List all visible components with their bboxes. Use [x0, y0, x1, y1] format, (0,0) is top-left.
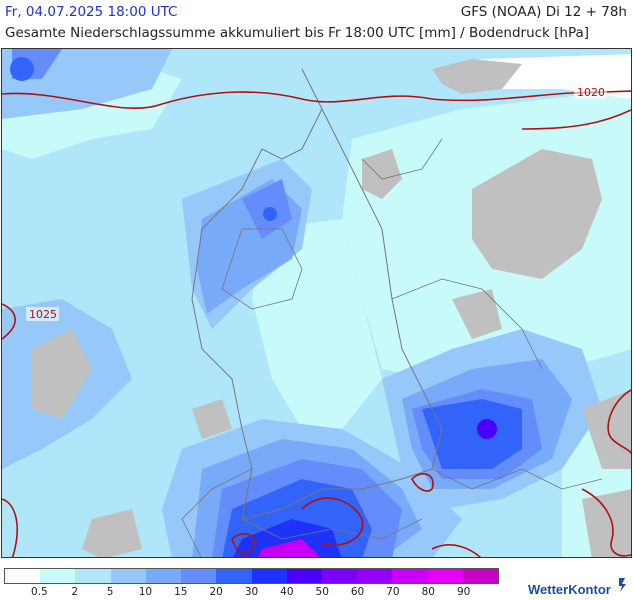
legend-swatch [110, 569, 146, 583]
legend-tick-label: 80 [421, 586, 435, 598]
logo-icon [619, 578, 626, 592]
legend-swatch [286, 569, 322, 583]
brand-part-2: Kontor [568, 582, 611, 597]
isobar-label-1020: 1020 [577, 86, 605, 99]
border-austria [431, 468, 603, 490]
legend-tick-label: 30 [244, 586, 259, 598]
header-row-2: Gesamte Niederschlagssumme akkumuliert b… [0, 25, 633, 47]
legend-swatch [392, 569, 428, 583]
legend-swatch [357, 569, 393, 583]
land-east [582, 389, 631, 469]
legend-swatch [40, 569, 76, 583]
legend-tick-label: 60 [350, 586, 365, 598]
legend-tick-label: 40 [280, 586, 294, 598]
isobar-1020-northeast [521, 109, 631, 130]
legend-tick-label: 15 [174, 586, 188, 598]
land-west [192, 399, 232, 439]
isobar-east-1 [607, 389, 631, 455]
legend-swatch [251, 569, 287, 583]
precipitation-map[interactable]: 1020 1025 [1, 48, 632, 558]
legend-tick-label: 90 [456, 586, 471, 598]
isobar-east-2 [581, 488, 631, 557]
precip-max-northwest [263, 207, 277, 221]
coast-baltic [361, 138, 443, 180]
land-denmark-north [432, 59, 522, 94]
legend-tick-label: 10 [138, 586, 153, 598]
isobar-south-ring-4 [431, 544, 481, 557]
land-southwest [82, 509, 142, 557]
isobar-southwest [2, 498, 18, 557]
map-subtitle: Gesamte Niederschlagssumme akkumuliert b… [5, 25, 590, 41]
precip-core-southeast [422, 399, 522, 469]
isobar-1020-north [2, 90, 631, 110]
header-row-1: Fr, 04.07.2025 18:00 UTC GFS (NOAA) Di 1… [0, 4, 633, 26]
land-island-baltic [362, 149, 402, 199]
legend-swatch [427, 569, 463, 583]
precip-max-southeast [477, 419, 497, 439]
legend-tick-label: 50 [315, 586, 329, 598]
border-czech [391, 278, 543, 370]
legend-tick-label: 20 [209, 586, 223, 598]
border-switzerland [181, 468, 253, 557]
isobar-south-ring-1 [231, 533, 256, 555]
model-run: GFS (NOAA) Di 12 + 78h [460, 4, 627, 20]
legend-tick-label: 5 [106, 586, 114, 598]
isobar-label-1025: 1025 [29, 308, 57, 321]
legend-tick-label: 2 [71, 586, 79, 598]
precip-field-cyan-center [252, 219, 382, 429]
isobar-south-ring-3 [411, 473, 434, 492]
legend-tick-label: 0.5 [30, 586, 48, 598]
border-germany [191, 68, 443, 520]
isobar-1025-west [2, 303, 16, 340]
isobar-south-ring-2 [301, 497, 364, 546]
isobar-label-bg-1020 [574, 85, 607, 99]
legend-tick-label: 70 [386, 586, 400, 598]
land-southeast [582, 489, 631, 557]
map-canvas: 1020 1025 [2, 49, 631, 557]
legend-swatch [321, 569, 358, 583]
legend-swatch [5, 569, 41, 583]
land-poland [472, 149, 602, 279]
color-scale-ticks: 0.5 2 5 10 15 20 30 40 50 60 70 80 90 [4, 586, 499, 600]
land-france-west [32, 329, 92, 419]
border-alps [241, 518, 423, 540]
precip-max-nw-corner [10, 57, 34, 81]
legend-swatch [216, 569, 252, 583]
legend-swatch [75, 569, 111, 583]
brand-part-1: Wetter [528, 582, 569, 597]
legend-swatch [145, 569, 182, 583]
legend-swatch [462, 569, 499, 583]
isobar-label-bg-1025 [26, 307, 59, 321]
color-scale-legend [4, 568, 499, 584]
border-benelux [221, 228, 303, 310]
precip-max-south [258, 539, 320, 557]
forecast-date: Fr, 04.07.2025 18:00 UTC [5, 4, 178, 20]
legend-swatch [181, 569, 217, 583]
wetterkontor-logo[interactable]: WetterKontor [528, 582, 611, 597]
land-poland-south [452, 289, 502, 339]
